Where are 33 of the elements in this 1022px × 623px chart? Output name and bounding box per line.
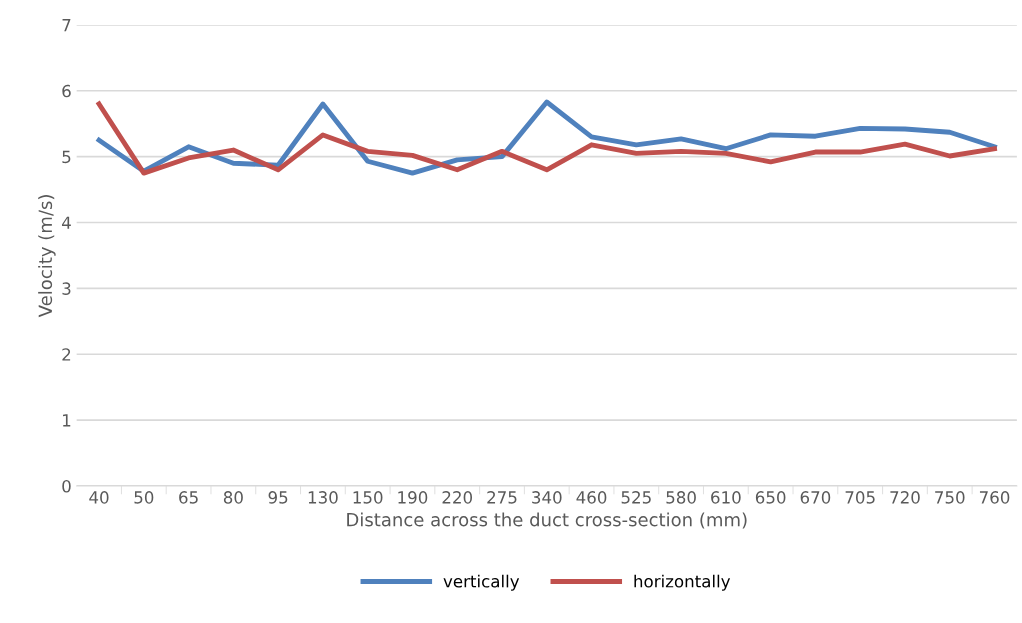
x-tick-label: 720 [890, 491, 920, 504]
legend-label: horizontally [634, 574, 731, 591]
y-tick-label: 4 [62, 216, 71, 229]
x-tick-label: 760 [979, 491, 1010, 504]
x-tick-label: 670 [800, 491, 831, 504]
x-tick-label: 50 [134, 491, 154, 504]
y-tick-label: 1 [63, 414, 71, 427]
x-tick-label: 460 [576, 491, 607, 504]
x-tick-label: 525 [621, 491, 651, 504]
x-tick-label: 610 [711, 491, 741, 504]
x-tick-label: 750 [935, 491, 965, 504]
x-tick-label: 95 [268, 491, 288, 504]
x-tick-label: 340 [532, 491, 562, 504]
x-tick-label: 150 [353, 491, 383, 504]
x-tick-label: 275 [487, 491, 517, 504]
y-tick-label: 3 [62, 282, 71, 295]
y-tick-label: 6 [62, 84, 71, 98]
x-tick-label: 220 [442, 491, 473, 504]
y-tick-label: 7 [62, 19, 71, 32]
y-tick-label: 2 [62, 348, 71, 361]
y-axis-title: Velocity (m/s) [38, 195, 56, 318]
x-tick-label: 65 [179, 491, 198, 504]
x-tick-label: 650 [755, 491, 786, 504]
x-tick-label: 130 [308, 491, 338, 504]
legend-label: vertically [443, 574, 520, 591]
y-tick-label: 0 [62, 479, 71, 493]
x-axis-title: Distance across the duct cross-section (mm) [347, 512, 747, 529]
x-tick-label: 80 [223, 491, 243, 504]
x-tick-label: 40 [89, 491, 109, 504]
x-tick-label: 190 [398, 491, 428, 504]
y-tick-label: 5 [62, 150, 71, 164]
x-tick-label: 705 [845, 491, 875, 504]
x-tick-label: 580 [666, 491, 696, 504]
